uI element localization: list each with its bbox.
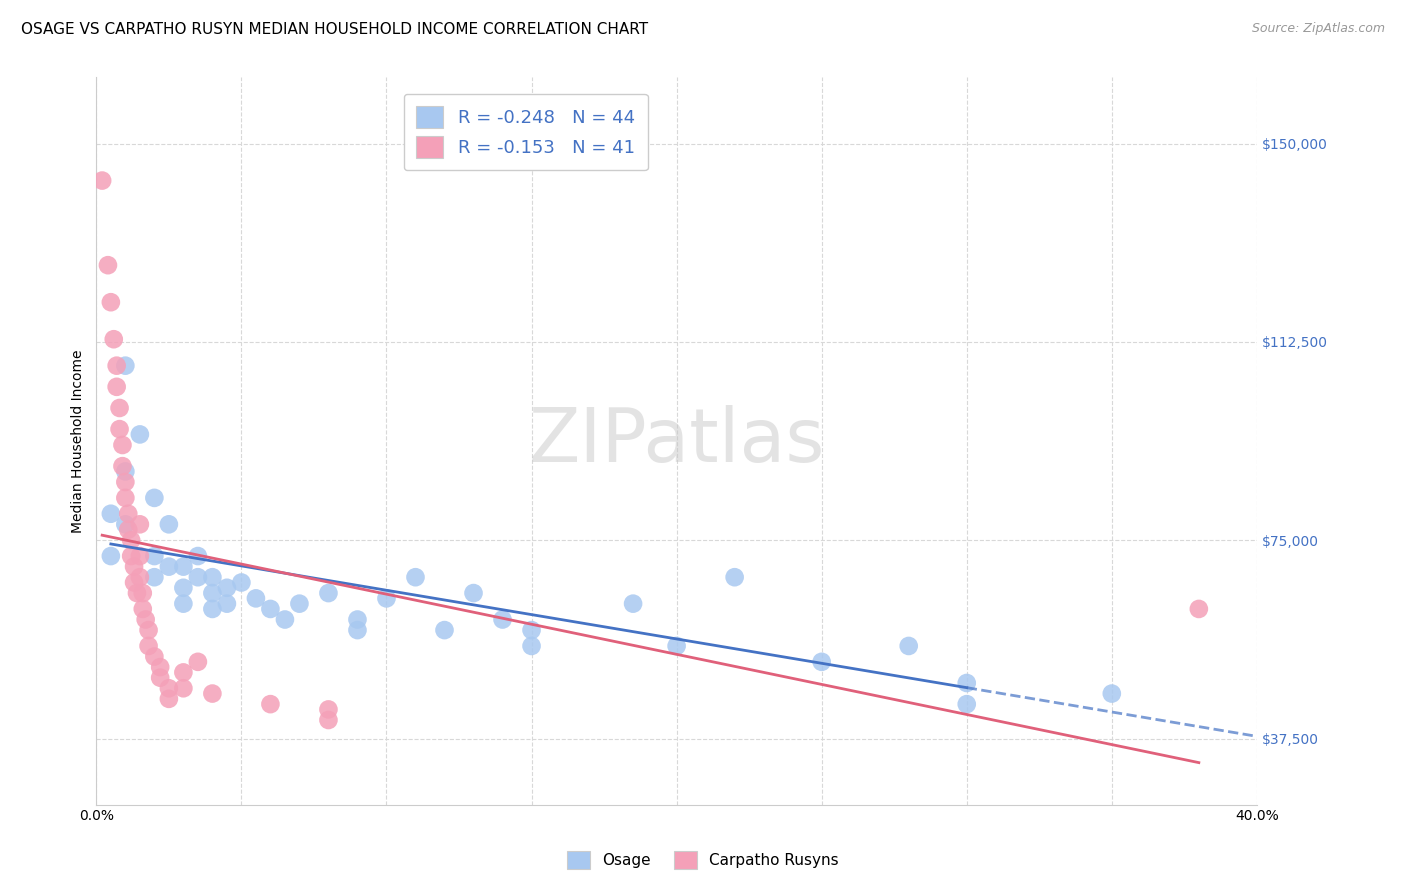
Point	[1188, 602, 1211, 616]
Point	[117, 523, 139, 537]
Point	[138, 639, 160, 653]
Point	[108, 422, 131, 436]
Point	[100, 507, 122, 521]
Point	[157, 681, 180, 696]
Point	[143, 491, 166, 505]
Legend: Osage, Carpatho Rusyns: Osage, Carpatho Rusyns	[561, 845, 845, 875]
Point	[100, 549, 122, 563]
Point	[97, 258, 120, 272]
Point	[128, 427, 150, 442]
Point	[103, 332, 125, 346]
Point	[346, 623, 368, 637]
Point	[491, 613, 513, 627]
Point	[520, 623, 543, 637]
Point	[433, 623, 456, 637]
Point	[245, 591, 267, 606]
Point	[724, 570, 747, 584]
Point	[956, 697, 979, 711]
Point	[621, 597, 644, 611]
Y-axis label: Median Household Income: Median Household Income	[72, 350, 86, 533]
Point	[274, 613, 297, 627]
Point	[463, 586, 485, 600]
Text: ZIPatlas: ZIPatlas	[529, 405, 825, 477]
Point	[897, 639, 920, 653]
Point	[172, 597, 194, 611]
Point	[149, 660, 172, 674]
Text: Source: ZipAtlas.com: Source: ZipAtlas.com	[1251, 22, 1385, 36]
Point	[108, 401, 131, 415]
Point	[128, 549, 150, 563]
Point	[111, 459, 134, 474]
Point	[117, 507, 139, 521]
Point	[318, 702, 340, 716]
Point	[520, 639, 543, 653]
Point	[114, 465, 136, 479]
Point	[105, 359, 128, 373]
Point	[114, 475, 136, 489]
Point	[157, 517, 180, 532]
Point	[215, 597, 238, 611]
Point	[288, 597, 311, 611]
Point	[114, 517, 136, 532]
Point	[259, 602, 281, 616]
Point	[120, 533, 142, 548]
Point	[346, 613, 368, 627]
Point	[318, 713, 340, 727]
Point	[172, 559, 194, 574]
Point	[665, 639, 688, 653]
Point	[201, 570, 224, 584]
Point	[132, 586, 155, 600]
Point	[114, 491, 136, 505]
Point	[143, 570, 166, 584]
Point	[143, 549, 166, 563]
Point	[810, 655, 832, 669]
Point	[157, 559, 180, 574]
Point	[122, 559, 145, 574]
Point	[405, 570, 427, 584]
Point	[318, 586, 340, 600]
Point	[91, 173, 114, 187]
Point	[135, 613, 157, 627]
Point	[105, 380, 128, 394]
Point	[201, 586, 224, 600]
Point	[125, 586, 148, 600]
Text: OSAGE VS CARPATHO RUSYN MEDIAN HOUSEHOLD INCOME CORRELATION CHART: OSAGE VS CARPATHO RUSYN MEDIAN HOUSEHOLD…	[21, 22, 648, 37]
Point	[143, 649, 166, 664]
Point	[100, 295, 122, 310]
Point	[138, 623, 160, 637]
Point	[187, 655, 209, 669]
Point	[375, 591, 398, 606]
Point	[132, 602, 155, 616]
Point	[187, 570, 209, 584]
Point	[114, 359, 136, 373]
Point	[149, 671, 172, 685]
Point	[1101, 687, 1123, 701]
Point	[956, 676, 979, 690]
Point	[215, 581, 238, 595]
Point	[172, 665, 194, 680]
Point	[172, 681, 194, 696]
Point	[120, 549, 142, 563]
Point	[172, 581, 194, 595]
Point	[201, 602, 224, 616]
Point	[128, 570, 150, 584]
Point	[259, 697, 281, 711]
Point	[128, 517, 150, 532]
Point	[157, 691, 180, 706]
Point	[111, 438, 134, 452]
Point	[122, 575, 145, 590]
Point	[231, 575, 253, 590]
Point	[187, 549, 209, 563]
Point	[201, 687, 224, 701]
Legend: R = -0.248   N = 44, R = -0.153   N = 41: R = -0.248 N = 44, R = -0.153 N = 41	[404, 94, 648, 170]
